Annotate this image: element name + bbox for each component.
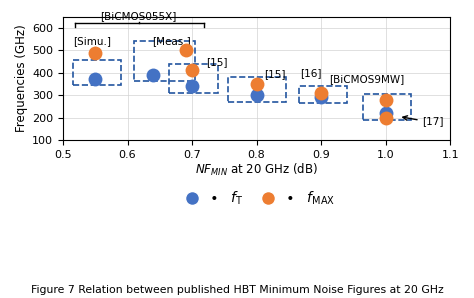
Text: $\mathit{NF}_{\mathit{MIN}}$ at 20 GHz (dB): $\mathit{NF}_{\mathit{MIN}}$ at 20 GHz (… <box>195 162 318 178</box>
Y-axis label: Frequencies (GHz): Frequencies (GHz) <box>15 24 28 132</box>
Text: [BiCMOS055X]: [BiCMOS055X] <box>100 11 177 21</box>
Text: Figure 7 Relation between published HBT Minimum Noise Figures at 20 GHz: Figure 7 Relation between published HBT … <box>31 285 443 295</box>
Bar <box>170 64 218 93</box>
Text: [Simu.]: [Simu.] <box>73 36 111 46</box>
Bar <box>228 77 286 102</box>
Bar <box>299 86 347 103</box>
Bar <box>73 60 121 85</box>
Text: [15]: [15] <box>264 69 286 79</box>
Text: and the related $f_\mathrm{T}$ and $f_\mathrm{MAX}$ performances: and the related $f_\mathrm{T}$ and $f_\m… <box>125 296 349 298</box>
Text: [16]: [16] <box>300 68 321 78</box>
Text: [Meas.]: [Meas.] <box>152 36 191 46</box>
Bar <box>134 41 195 80</box>
Legend: $\bullet$   $f_\mathrm{T}$, $\bullet$   $f_\mathrm{MAX}$: $\bullet$ $f_\mathrm{T}$, $\bullet$ $f_\… <box>173 184 341 212</box>
Text: [15]: [15] <box>206 57 228 67</box>
Bar <box>363 94 411 120</box>
Text: [17]: [17] <box>422 116 444 126</box>
Text: [BiCMOS9MW]: [BiCMOS9MW] <box>329 74 404 84</box>
